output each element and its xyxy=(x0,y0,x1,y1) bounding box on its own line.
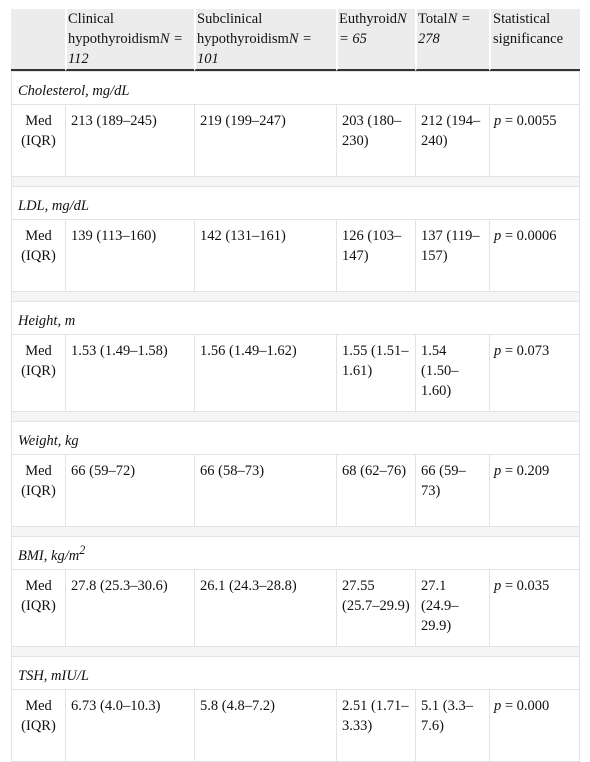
table-row: Med (IQR) 1.53 (1.49–1.58) 1.56 (1.49–1.62… xyxy=(11,335,580,412)
p-value: = 0.0055 xyxy=(501,113,557,129)
table-row: Med (IQR) 27.8 (25.3–30.6) 26.1 (24.3–28.8… xyxy=(11,570,580,647)
header-cell-total: TotalN = 278 xyxy=(415,9,489,71)
stat-label-cell: Med (IQR) xyxy=(11,455,65,527)
p-symbol: p xyxy=(494,113,502,129)
p-value: = 0.209 xyxy=(501,463,550,479)
stat-label-cell: Med (IQR) xyxy=(11,690,65,762)
value-cell: 5.8 (4.8–7.2) xyxy=(194,690,336,762)
p-value: = 0.0006 xyxy=(501,228,557,244)
header-cell-empty xyxy=(11,9,65,71)
header-row: Clinical hypothyroidismN = 112 Subclinic… xyxy=(11,9,580,71)
section-title: TSH, mIU/L xyxy=(11,656,580,690)
value-cell: 203 (180–230) xyxy=(336,105,415,177)
section-header-row: Weight, kg xyxy=(11,421,580,455)
value-cell: 66 (58–73) xyxy=(194,455,336,527)
header-cell-euthyroid: EuthyroidN = 65 xyxy=(336,9,415,71)
section-title: Weight, kg xyxy=(11,421,580,455)
section-spacer xyxy=(11,647,580,656)
table-row: Med (IQR) 139 (113–160) 142 (131–161) 126 (… xyxy=(11,220,580,292)
value-cell: 137 (119–157) xyxy=(415,220,489,292)
table-row: Med (IQR) 213 (189–245) 219 (199–247) 203 (… xyxy=(11,105,580,177)
value-cell: 1.55 (1.51–1.61) xyxy=(336,335,415,412)
stat-label-cell: Med (IQR) xyxy=(11,105,65,177)
value-cell: 27.55 (25.7–29.9) xyxy=(336,570,415,647)
p-value-cell: p = 0.000 xyxy=(489,690,580,762)
value-cell: 1.53 (1.49–1.58) xyxy=(65,335,194,412)
section-header-row: Height, m xyxy=(11,301,580,335)
section-spacer xyxy=(11,177,580,186)
stat-label-cell: Med (IQR) xyxy=(11,570,65,647)
p-symbol: p xyxy=(494,578,502,594)
section-spacer xyxy=(11,527,580,536)
value-cell: 66 (59–73) xyxy=(415,455,489,527)
value-cell: 213 (189–245) xyxy=(65,105,194,177)
section-title: LDL, mg/dL xyxy=(11,186,580,220)
p-value-cell: p = 0.0055 xyxy=(489,105,580,177)
p-value: = 0.000 xyxy=(501,698,550,714)
section-title: Height, m xyxy=(11,301,580,335)
spacer-cell xyxy=(11,527,580,536)
spacer-cell xyxy=(11,292,580,301)
value-cell: 219 (199–247) xyxy=(194,105,336,177)
section-spacer xyxy=(11,412,580,421)
section-title: Cholesterol, mg/dL xyxy=(11,71,580,105)
value-cell: 2.51 (1.71–3.33) xyxy=(336,690,415,762)
stat-label-cell: Med (IQR) xyxy=(11,220,65,292)
section-spacer xyxy=(11,292,580,301)
spacer-cell xyxy=(11,177,580,186)
section-header-row: BMI, kg/m2 xyxy=(11,536,580,570)
value-cell: 66 (59–72) xyxy=(65,455,194,527)
value-cell: 1.56 (1.49–1.62) xyxy=(194,335,336,412)
results-table: Clinical hypothyroidismN = 112 Subclinic… xyxy=(11,9,580,762)
value-cell: 1.54 (1.50–1.60) xyxy=(415,335,489,412)
spacer-cell xyxy=(11,412,580,421)
table-row: Med (IQR) 66 (59–72) 66 (58–73) 68 (62–76) 6… xyxy=(11,455,580,527)
value-cell: 5.1 (3.3–7.6) xyxy=(415,690,489,762)
header-cell-significance: Statistical significance xyxy=(489,9,580,71)
stat-label-cell: Med (IQR) xyxy=(11,335,65,412)
p-value: = 0.035 xyxy=(501,578,550,594)
spacer-cell xyxy=(11,647,580,656)
p-symbol: p xyxy=(494,228,502,244)
p-symbol: p xyxy=(494,343,502,359)
value-cell: 142 (131–161) xyxy=(194,220,336,292)
value-cell: 139 (113–160) xyxy=(65,220,194,292)
value-cell: 68 (62–76) xyxy=(336,455,415,527)
value-cell: 27.8 (25.3–30.6) xyxy=(65,570,194,647)
value-cell: 126 (103–147) xyxy=(336,220,415,292)
value-cell: 6.73 (4.0–10.3) xyxy=(65,690,194,762)
header-cell-subclinical: Subclinical hypothyroidismN = 101 xyxy=(194,9,336,71)
p-symbol: p xyxy=(494,698,502,714)
section-header-row: LDL, mg/dL xyxy=(11,186,580,220)
p-value-cell: p = 0.209 xyxy=(489,455,580,527)
value-cell: 26.1 (24.3–28.8) xyxy=(194,570,336,647)
table-row: Med (IQR) 6.73 (4.0–10.3) 5.8 (4.8–7.2) 2.5… xyxy=(11,690,580,762)
section-title: BMI, kg/m2 xyxy=(11,536,580,570)
p-value-cell: p = 0.073 xyxy=(489,335,580,412)
value-cell: 27.1 (24.9–29.9) xyxy=(415,570,489,647)
section-header-row: TSH, mIU/L xyxy=(11,656,580,690)
p-value-cell: p = 0.0006 xyxy=(489,220,580,292)
p-symbol: p xyxy=(494,463,502,479)
p-value-cell: p = 0.035 xyxy=(489,570,580,647)
value-cell: 212 (194–240) xyxy=(415,105,489,177)
table-body: Cholesterol, mg/dL Med (IQR) 213 (189–245)… xyxy=(11,71,580,762)
header-cell-clinical: Clinical hypothyroidismN = 112 xyxy=(65,9,194,71)
p-value: = 0.073 xyxy=(501,343,550,359)
results-table-container: Clinical hypothyroidismN = 112 Subclinic… xyxy=(11,9,580,762)
section-header-row: Cholesterol, mg/dL xyxy=(11,71,580,105)
